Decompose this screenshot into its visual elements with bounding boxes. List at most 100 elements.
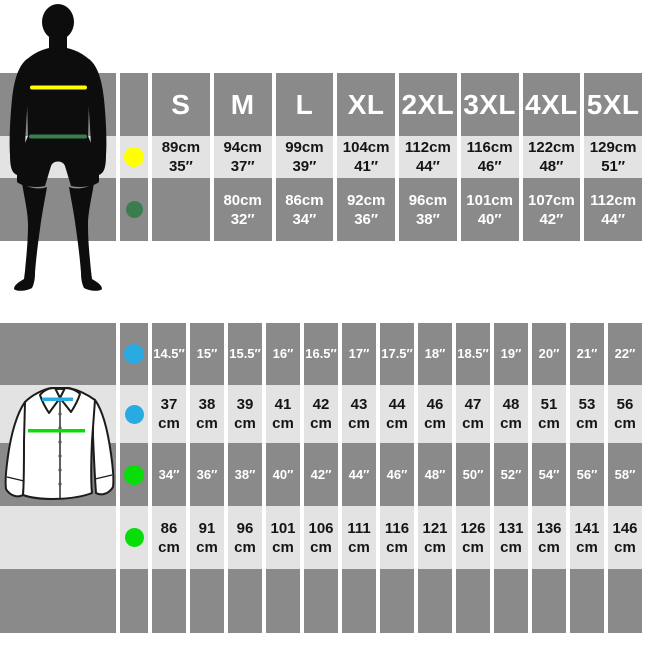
value: 146 [612, 519, 637, 538]
chest-cm: 129cm [590, 138, 637, 157]
chest-in: 48″ [539, 157, 563, 176]
size-header-4XL: 4XL [523, 73, 581, 136]
waist-in: 40″ [478, 210, 502, 229]
chest-in-col13: 58″ [608, 443, 642, 506]
empty-col4 [266, 569, 300, 633]
collar-in-col8: 18″ [418, 323, 452, 385]
empty-col10 [494, 569, 528, 633]
empty-col1 [152, 569, 186, 633]
empty-col11 [532, 569, 566, 633]
shirt-backdrop-segment [0, 506, 116, 569]
value: 17″ [349, 346, 370, 362]
collar-cm-col1: 37cm [152, 385, 186, 443]
collar-cm-col2: 38cm [190, 385, 224, 443]
collar-marker-dot [124, 344, 144, 364]
shirt-backdrop-segment [0, 323, 116, 385]
collar-in-col5: 16.5″ [304, 323, 338, 385]
empty-col3 [228, 569, 262, 633]
chest-in-col9: 50″ [456, 443, 490, 506]
collar-in-col12: 21″ [570, 323, 604, 385]
waist-in: 32″ [231, 210, 255, 229]
collar-cm-col8: 46cm [418, 385, 452, 443]
collar-in-col7: 17.5″ [380, 323, 414, 385]
waist-cm: 101cm [466, 191, 513, 210]
unit-label: cm [500, 414, 522, 433]
collar-cm-col9: 47cm [456, 385, 490, 443]
collar-in-col6: 17″ [342, 323, 376, 385]
unit-label: cm [462, 538, 484, 557]
chest-marker-cell [120, 136, 148, 178]
unit-label: cm [310, 538, 332, 557]
waist-in: 34″ [292, 210, 316, 229]
chest-marker-dot [125, 528, 144, 547]
unit-label: cm [310, 414, 332, 433]
empty-col9 [456, 569, 490, 633]
collar-in-col10: 19″ [494, 323, 528, 385]
value: 37 [161, 395, 178, 414]
size-header-S: S [152, 73, 210, 136]
collar-cm-col12: 53cm [570, 385, 604, 443]
value: 126 [460, 519, 485, 538]
value: 17.5″ [381, 346, 413, 362]
chest-in-col10: 52″ [494, 443, 528, 506]
collar-marker-dot [125, 405, 144, 424]
collar-cm-col7: 44cm [380, 385, 414, 443]
dress-shirt-icon [4, 386, 116, 506]
waist-cm: 112cm [590, 191, 636, 210]
value: 86 [161, 519, 178, 538]
chest-in: 41″ [354, 157, 378, 176]
waist-marker-dot [126, 201, 143, 218]
value: 54″ [539, 467, 560, 483]
waist-in: 44″ [601, 210, 625, 229]
chest-in-col5: 42″ [304, 443, 338, 506]
chest-cm-col7: 116cm [380, 506, 414, 569]
value: 16″ [273, 346, 294, 362]
collar-in-col3: 15.5″ [228, 323, 262, 385]
chest-marker-dot [124, 465, 144, 485]
value: 18″ [425, 346, 446, 362]
value: 20″ [539, 346, 560, 362]
waist-cm: 107cm [528, 191, 575, 210]
chest-line-marker [30, 86, 87, 90]
value: 46 [427, 395, 444, 414]
value: 91 [199, 519, 216, 538]
value: 38″ [235, 467, 256, 483]
unit-label: cm [234, 538, 256, 557]
collar-cm-col10: 48cm [494, 385, 528, 443]
value: 136 [536, 519, 561, 538]
empty-col5 [304, 569, 338, 633]
chest-cm-marker-cell [120, 506, 148, 569]
value: 42″ [311, 467, 332, 483]
waist-value-5XL: 112cm44″ [584, 178, 642, 241]
unit-label: cm [462, 414, 484, 433]
unit-label: cm [424, 538, 446, 557]
chest-in-col6: 44″ [342, 443, 376, 506]
collar-in-marker-cell [120, 323, 148, 385]
collar-cm-marker-cell [120, 385, 148, 443]
value: 101 [270, 519, 295, 538]
value: 106 [308, 519, 333, 538]
chest-cm: 99cm [285, 138, 323, 157]
value: 18.5″ [457, 346, 489, 362]
collar-in-col1: 14.5″ [152, 323, 186, 385]
waist-in: 42″ [539, 210, 563, 229]
value: 36″ [197, 467, 218, 483]
collar-in-col11: 20″ [532, 323, 566, 385]
chest-value-M: 94cm37″ [214, 136, 272, 178]
empty-marker-cell [120, 569, 148, 633]
chest-value-5XL: 129cm51″ [584, 136, 642, 178]
empty-col7 [380, 569, 414, 633]
value: 15.5″ [229, 346, 261, 362]
value: 96 [237, 519, 254, 538]
chest-cm-col4: 101cm [266, 506, 300, 569]
chest-marker-dot [124, 147, 144, 167]
chest-in-col1: 34″ [152, 443, 186, 506]
chest-cm-col3: 96cm [228, 506, 262, 569]
chest-in-col8: 48″ [418, 443, 452, 506]
collar-cm-col3: 39cm [228, 385, 262, 443]
value: 16.5″ [305, 346, 337, 362]
chest-cm: 104cm [343, 138, 390, 157]
unit-label: cm [196, 538, 218, 557]
value: 48 [503, 395, 520, 414]
chest-cm: 112cm [405, 138, 451, 157]
